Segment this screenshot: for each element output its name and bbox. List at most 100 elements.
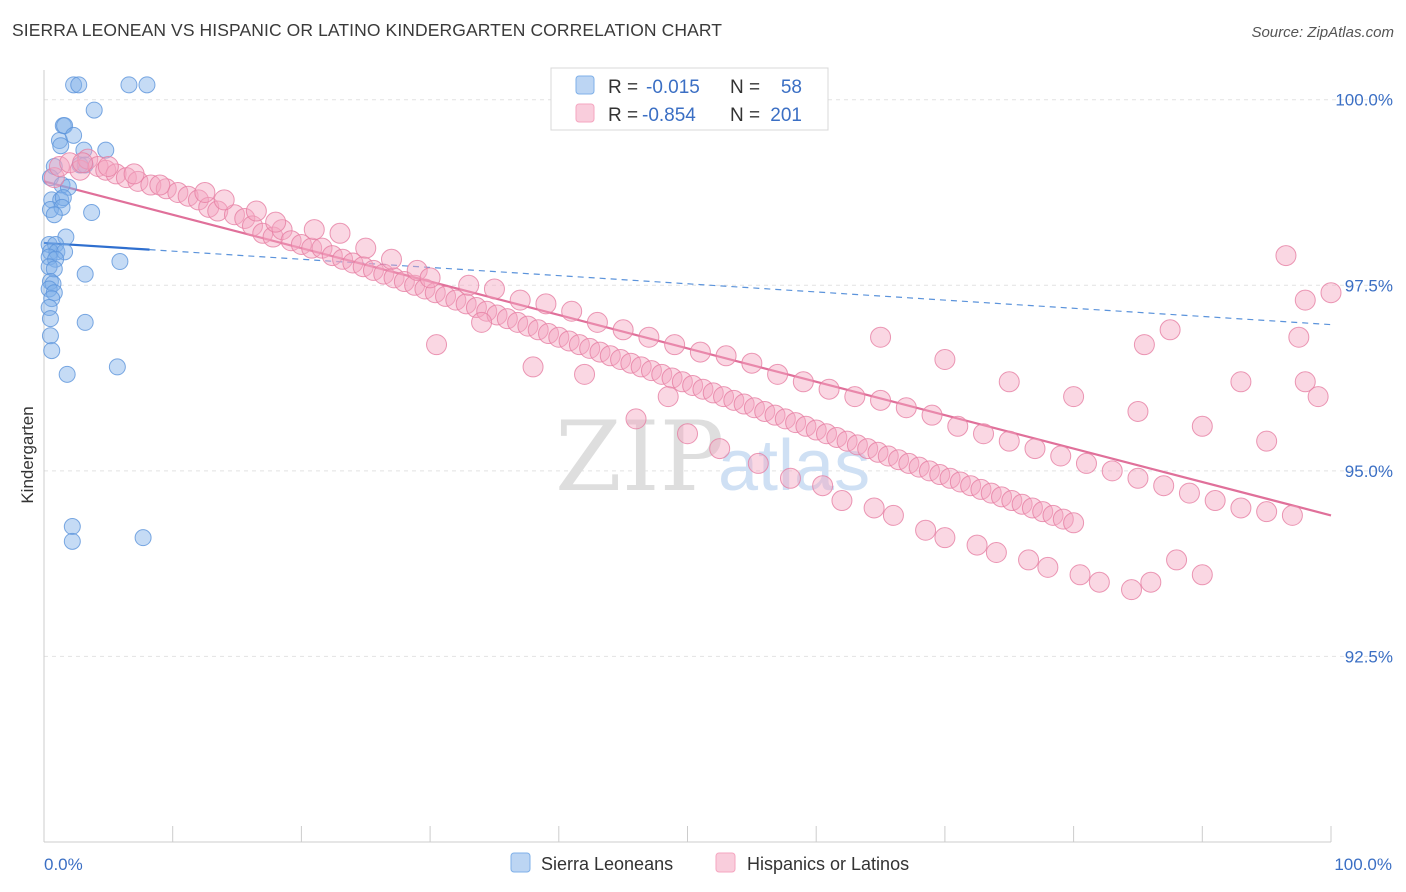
y-axis-title: Kindergarten	[18, 406, 37, 503]
point-hispanic-140	[1127, 467, 1149, 489]
point-hispanic-178	[1191, 415, 1213, 437]
point-hispanic-10	[140, 174, 162, 196]
legend-r-value-1: -0.015	[646, 77, 700, 98]
point-hispanic-169	[1121, 579, 1143, 601]
point-hispanic-103	[149, 174, 171, 196]
point-sierra-47	[108, 358, 126, 376]
y-tick-label-1: 97.5%	[1345, 276, 1393, 295]
point-sierra-43	[41, 310, 59, 328]
point-hispanic-145	[1256, 501, 1278, 523]
point-hispanic-164	[985, 542, 1007, 563]
point-sierra-35	[45, 260, 63, 278]
point-hispanic-129	[844, 386, 866, 408]
point-hispanic-0	[43, 167, 65, 189]
point-hispanic-132	[921, 404, 943, 426]
legend-r-label-2: R =	[608, 105, 638, 126]
point-hispanic-117	[535, 293, 557, 315]
point-hispanic-137	[1050, 445, 1072, 467]
watermark-zip: ZIP	[555, 401, 724, 513]
point-hispanic-180	[1294, 371, 1316, 393]
point-hispanic-158	[831, 490, 853, 512]
point-hispanic-182	[1275, 245, 1297, 267]
point-hispanic-170	[1140, 571, 1162, 593]
point-hispanic-122	[664, 334, 686, 356]
point-sierra-3	[138, 76, 156, 94]
point-sierra-16	[53, 176, 71, 194]
point-hispanic-162	[934, 527, 956, 549]
point-sierra-17	[59, 178, 77, 196]
point-sierra-9	[52, 137, 70, 155]
bottom-legend-label-hispanic: Hispanics or Latinos	[747, 854, 909, 874]
point-hispanic-116	[509, 289, 531, 311]
point-hispanic-2	[59, 152, 81, 174]
legend-box	[550, 67, 829, 131]
point-hispanic-106	[245, 200, 267, 222]
point-hispanic-173	[870, 326, 892, 348]
point-hispanic-119	[586, 311, 608, 333]
point-hispanic-118	[561, 300, 583, 322]
point-hispanic-100	[72, 152, 94, 174]
point-hispanic-185	[1159, 319, 1181, 341]
point-sierra-1	[70, 76, 88, 94]
point-hispanic-187	[1230, 371, 1252, 393]
point-hispanic-150	[574, 363, 596, 385]
point-hispanic-157	[812, 475, 834, 497]
point-sierra-36	[76, 265, 94, 283]
point-hispanic-183	[1294, 289, 1316, 311]
point-hispanic-174	[934, 349, 956, 370]
axes	[43, 70, 1332, 843]
point-hispanic-149	[522, 356, 544, 378]
point-hispanic-115	[483, 278, 505, 300]
point-hispanic-138	[1075, 452, 1097, 474]
point-sierra-23	[45, 206, 63, 224]
point-hispanic-171	[1166, 549, 1188, 571]
point-hispanic-177	[1127, 400, 1149, 422]
point-hispanic-18	[234, 207, 256, 229]
point-hispanic-126	[767, 363, 789, 385]
point-hispanic-144	[1230, 497, 1252, 519]
point-hispanic-141	[1153, 475, 1175, 497]
point-hispanic-130	[870, 389, 892, 411]
legend-n-value-2: 201	[770, 105, 802, 126]
point-sierra-0	[65, 76, 83, 94]
point-hispanic-120	[612, 319, 634, 341]
point-hispanic-159	[863, 497, 885, 519]
point-hispanic-152	[657, 386, 679, 408]
bottom-legend: Sierra Leoneans Hispanics or Latinos	[510, 852, 909, 874]
y-tick-label-3: 92.5%	[1345, 647, 1393, 666]
point-hispanic-146	[1281, 504, 1303, 526]
point-hispanic-102	[123, 163, 145, 185]
point-hispanic-142	[1178, 482, 1200, 504]
point-hispanic-101	[97, 156, 119, 177]
y-tick-label-2: 95.0%	[1345, 462, 1393, 481]
point-hispanic-131	[895, 397, 917, 419]
point-hispanic-168	[1088, 571, 1110, 593]
data-points	[40, 76, 1342, 601]
point-hispanic-184	[1320, 282, 1342, 304]
point-hispanic-112	[406, 259, 428, 281]
legend-r-label-1: R =	[608, 77, 638, 98]
point-sierra-50	[63, 532, 81, 550]
point-hispanic-108	[303, 219, 325, 241]
point-hispanic-163	[966, 534, 988, 556]
legend-r-value-2: -0.854	[642, 105, 696, 126]
point-hispanic-139	[1101, 460, 1123, 482]
point-hispanic-161	[915, 519, 937, 541]
legend-n-label-1: N =	[730, 77, 760, 98]
point-sierra-24	[83, 204, 101, 222]
point-hispanic-105	[213, 189, 235, 211]
point-hispanic-123	[689, 341, 711, 363]
point-hispanic-11	[155, 178, 177, 200]
point-hispanic-147	[426, 334, 448, 356]
point-sierra-30	[56, 243, 74, 261]
point-sierra-33	[111, 253, 129, 271]
legend-n-label-2: N =	[730, 105, 760, 126]
point-sierra-2	[120, 76, 138, 94]
point-hispanic-128	[818, 378, 840, 400]
point-hispanic-176	[1063, 386, 1085, 408]
tick-labels: 100.0% 97.5% 95.0% 92.5% 0.0% 100.0%	[44, 91, 1393, 874]
point-hispanic-109	[329, 222, 351, 244]
bottom-legend-swatch-hispanic	[715, 852, 736, 873]
point-hispanic-172	[1191, 564, 1213, 586]
